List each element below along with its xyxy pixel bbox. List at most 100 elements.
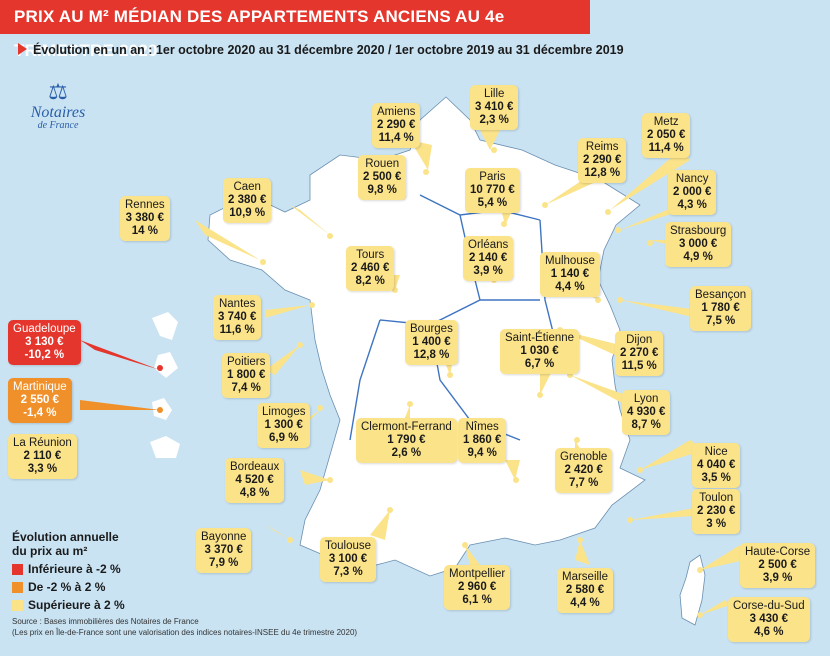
city-name: Marseille [562, 571, 609, 583]
city-change: 7,5 % [705, 315, 736, 327]
city-price: 4 520 € [235, 474, 274, 486]
city-price: 2 580 € [565, 584, 605, 596]
city-box: Bordeaux 4 520 €4,8 % [225, 458, 285, 503]
city-change: 6,9 % [269, 432, 299, 444]
city-box: Nancy 2 000 €4,3 % [668, 170, 717, 215]
city-name: Rouen [365, 158, 400, 170]
city-change: 3,3 % [27, 463, 58, 475]
city-name: Strasbourg [670, 225, 727, 237]
city-box: Reims 2 290 €12,8 % [578, 138, 627, 183]
city-change: 3,9 % [473, 265, 503, 277]
source-line-2: (Les prix en Île-de-France sont une valo… [12, 628, 358, 637]
city-box: Dijon 2 270 €11,5 % [615, 331, 664, 376]
logo-name: Notaires [30, 104, 86, 121]
legend-item: De -2 % à 2 % [12, 580, 125, 594]
city-change: 7,4 % [231, 382, 261, 394]
city-name: Poitiers [227, 356, 266, 368]
city-name: Limoges [262, 406, 306, 418]
city-price: 2 050 € [647, 129, 686, 141]
city-change: 12,8 % [584, 167, 621, 179]
city-box: Haute-Corse 2 500 €3,9 % [740, 543, 816, 588]
city-change: 6,1 % [462, 594, 492, 606]
city-name: Corse-du-Sud [733, 600, 805, 612]
city-box: Rouen 2 500 €9,8 % [358, 155, 407, 200]
city-price: 3 100 € [328, 553, 368, 565]
city-price: 3 000 € [678, 238, 718, 250]
city-change: 6,7 % [524, 358, 555, 370]
city-change: 8,2 % [355, 275, 385, 287]
city-change: 3,5 % [701, 472, 731, 484]
city-name: Amiens [377, 106, 416, 118]
city-change: 14 % [131, 225, 158, 237]
city-box: Grenoble 2 420 €7,7 % [555, 448, 613, 493]
city-price: 1 030 € [520, 345, 559, 357]
city-box: Marseille 2 580 €4,4 % [557, 568, 614, 613]
city-price: 3 130 € [25, 336, 64, 348]
city-name: Nantes [218, 298, 256, 310]
reunion-island [150, 436, 180, 458]
city-price: 2 110 € [23, 450, 62, 462]
city-change: 12,8 % [413, 349, 450, 361]
city-name: Martinique [13, 381, 67, 393]
city-change: 2,6 % [391, 447, 422, 459]
city-change: 4,8 % [239, 487, 270, 499]
city-price: 3 380 € [125, 212, 164, 224]
city-name: Toulouse [325, 540, 372, 552]
city-change: -10,2 % [24, 349, 65, 361]
city-name: Besançon [695, 289, 747, 301]
subtitle: Évolution en un an : 1er octobre 2020 au… [18, 43, 624, 57]
city-name: Nice [704, 446, 728, 458]
city-price: 3 370 € [204, 544, 243, 556]
city-box: Amiens 2 290 €11,4 % [372, 103, 421, 148]
city-price: 2 380 € [228, 194, 267, 206]
city-box: Strasbourg 3 000 €4,9 % [665, 222, 732, 267]
city-name: Nîmes [465, 421, 499, 433]
city-price: 3 430 € [749, 613, 788, 625]
city-box: Caen 2 380 €10,9 % [223, 178, 272, 223]
logo: ⚖ Notaires de France [18, 80, 98, 132]
city-name: Clermont-Ferrand [361, 421, 452, 433]
legend-label: Supérieure à 2 % [28, 598, 125, 612]
legend-swatch [12, 563, 23, 575]
city-change: 8,7 % [631, 419, 661, 431]
city-price: 1 400 € [412, 336, 451, 348]
city-price: 2 460 € [351, 262, 390, 274]
city-box: Metz 2 050 €11,4 % [642, 113, 691, 158]
city-box: Poitiers 1 800 €7,4 % [222, 353, 271, 398]
city-price: 2 420 € [564, 464, 603, 476]
city-box: Lyon 4 930 €8,7 % [622, 390, 671, 435]
city-price: 10 770 € [470, 184, 515, 196]
city-box: Lille 3 410 €2,3 % [470, 85, 519, 130]
city-change: 3 % [706, 518, 727, 530]
city-change: 7,9 % [208, 557, 239, 569]
city-name: Lille [483, 88, 505, 100]
city-box: Clermont-Ferrand 1 790 €2,6 % [356, 418, 457, 463]
city-price: 1 300 € [264, 419, 303, 431]
city-price: 2 140 € [468, 252, 508, 264]
legend-swatch [12, 581, 23, 593]
city-price: 1 780 € [701, 302, 740, 314]
city-box: Mulhouse 1 140 €4,4 % [540, 252, 600, 297]
page-title: PRIX AU M² MÉDIAN DES APPARTEMENTS ANCIE… [0, 0, 590, 60]
city-price: 2 270 € [620, 347, 659, 359]
city-price: 2 960 € [457, 581, 497, 593]
city-name: Grenoble [560, 451, 608, 463]
city-name: Reims [585, 141, 619, 153]
city-box: Nantes 3 740 €11,6 % [213, 295, 262, 340]
city-name: Nancy [675, 173, 709, 185]
city-name: Bourges [410, 323, 453, 335]
city-box: Limoges 1 300 €6,9 % [257, 403, 311, 448]
guadeloupe-island [152, 312, 178, 378]
city-box: Orléans 2 140 €3,9 % [463, 236, 514, 281]
city-change: 11,4 % [378, 132, 414, 144]
city-box: Guadeloupe 3 130 € -10,2 % [8, 320, 81, 365]
source-note: Source : Bases immobilières des Notaires… [12, 616, 357, 638]
city-price: 1 790 € [387, 434, 426, 446]
city-name: Tours [356, 249, 385, 261]
legend-label: De -2 % à 2 % [28, 580, 106, 594]
city-change: -1,4 % [23, 407, 57, 419]
city-change: 2,3 % [479, 114, 509, 126]
city-price: 2 290 € [583, 154, 622, 166]
city-box: Corse-du-Sud 3 430 €4,6 % [728, 597, 810, 642]
city-name: Paris [479, 171, 506, 183]
